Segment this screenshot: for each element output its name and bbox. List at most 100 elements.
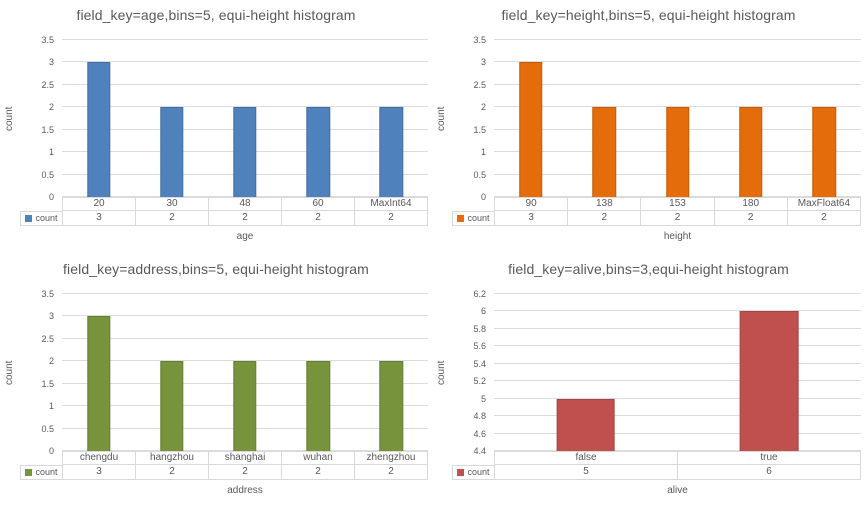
y-tick-label: 3 [48,311,54,322]
y-tick-label: 2.5 [41,333,54,344]
category-cell: wuhan [282,452,355,465]
category-cell: 30 [136,198,209,211]
chart-panel-height: field_key=height,bins=5, equi-height his… [432,0,865,254]
chart-title: field_key=alive,bins=3,equi-height histo… [508,261,789,277]
y-tick-label: 4.6 [473,428,486,439]
value-cell: 2 [282,465,355,480]
bar-60 [306,107,330,197]
gridline [62,83,428,85]
category-row: false true [494,451,861,465]
legend-label: count [35,213,58,223]
bar-chengdu [86,316,111,451]
y-tick-label: 4.8 [473,411,486,422]
value-cell: 2 [787,211,862,226]
bar-column [208,40,281,197]
value-cell: 2 [209,211,282,226]
chart-title: field_key=age,bins=5, equi-height histog… [76,7,356,23]
gridline [494,380,861,382]
gridline [494,310,861,312]
y-tick-label: 0 [48,192,54,202]
x-axis-title: height [663,231,692,242]
value-cell: 3 [63,465,136,480]
y-tick-label: 1 [48,401,54,412]
category-cell: zhengzhou [355,452,428,465]
gridline [494,415,861,417]
category-cell: false [495,452,678,465]
plot-area [494,293,861,451]
bar-column [714,40,787,197]
gridline [62,360,428,362]
legend-label: count [467,213,490,223]
gridline [62,61,428,63]
legend-cell: count [453,465,495,480]
value-cell: 2 [209,465,282,480]
category-cell: chengdu [63,452,136,465]
bar-20 [86,62,111,197]
y-tick-label: 3.5 [41,289,54,299]
bar-column [355,294,428,451]
bar-column [567,40,640,197]
bar-column [135,294,208,451]
y-tick-label: 5 [480,393,486,404]
category-cell: MaxFloat64 [787,198,862,211]
chart-panel-age: field_key=age,bins=5, equi-height histog… [0,0,432,254]
value-cell: 3 [495,211,569,226]
bar-series [494,294,861,451]
bar-153 [665,107,690,197]
gridline [494,397,861,399]
chart-title: field_key=height,bins=5, equi-height his… [501,7,796,23]
y-tick-label: 0.5 [473,169,486,180]
category-cell: 60 [282,198,355,211]
y-tick-label: 5.4 [473,358,486,369]
plot-area [494,39,861,197]
y-tick-label: 3 [48,57,54,68]
y-tick-label: 3 [480,57,486,68]
category-cell: 90 [495,198,569,211]
y-tick-label: 0.5 [41,423,54,434]
legend-swatch-icon [457,215,465,222]
legend-swatch-icon [25,469,33,476]
bar-48 [233,107,257,197]
category-cell: MaxInt64 [355,198,428,211]
gridline [62,39,428,40]
gridline [494,450,861,451]
category-cell: hangzhou [136,452,209,465]
y-tick-label: 0.5 [41,169,54,180]
y-tick-label: 2.5 [41,79,54,90]
bar-wuhan [306,361,330,451]
y-tick-label: 1.5 [473,124,486,135]
value-row: count 3 2 2 2 2 [20,465,428,480]
y-tick-label: 1 [480,147,486,158]
bar-30 [160,107,184,197]
value-cell: 2 [355,465,428,480]
bar-shanghai [233,361,257,451]
bar-column [282,40,355,197]
value-cell: 2 [136,211,209,226]
y-axis-ticks: 3.5 3 2.5 2 1.5 1 0.5 0 [0,289,54,456]
value-row: count 3 2 2 2 2 [20,211,428,226]
y-tick-label: 6.2 [473,289,486,299]
legend-swatch-icon [457,469,465,476]
bar-series [494,40,861,197]
gridline [494,432,861,434]
chart-title: field_key=address,bins=5, equi-height hi… [63,261,369,277]
value-cell: 2 [136,465,209,480]
y-tick-label: 0 [480,192,486,202]
y-tick-label: 3.5 [473,35,486,45]
category-cell: 153 [641,198,715,211]
legend-cell: count [453,211,495,226]
bar-180 [739,107,763,197]
category-cell: 48 [209,198,282,211]
y-tick-label: 2 [480,102,486,113]
gridline [62,106,428,108]
legend-label: count [35,467,58,477]
plot-area [62,293,428,451]
bar-series [62,294,428,451]
category-cell: shanghai [209,452,282,465]
value-cell: 5 [495,465,678,480]
bar-138 [592,107,616,197]
gridline [494,61,861,63]
bar-column [494,294,678,451]
bar-column [282,294,355,451]
